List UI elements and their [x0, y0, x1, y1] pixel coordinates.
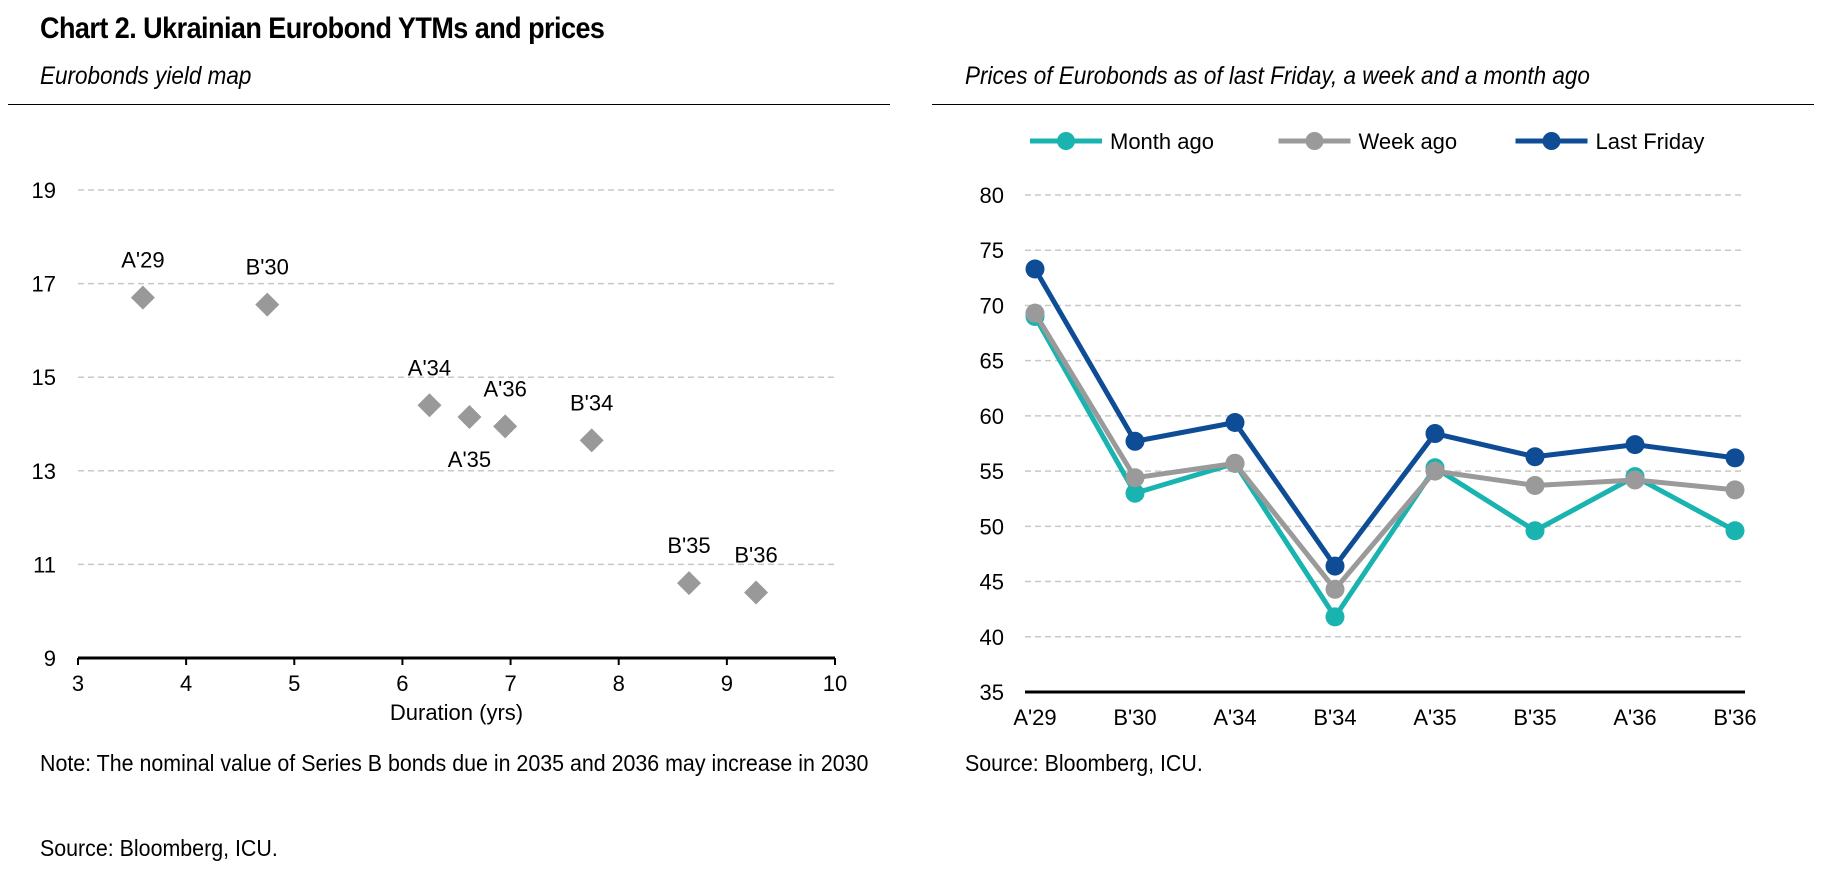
y-tick-label: 17	[32, 272, 56, 297]
x-tick-label: A'29	[1013, 705, 1056, 730]
data-point	[1025, 259, 1045, 279]
data-point	[1125, 431, 1145, 451]
x-tick-label: A'34	[1213, 705, 1256, 730]
y-tick-label: 40	[980, 625, 1004, 650]
y-tick-label: 65	[980, 349, 1004, 374]
scatter-point	[493, 414, 518, 439]
data-point	[1725, 448, 1745, 468]
data-point	[1125, 483, 1145, 503]
series-b-note: Note: The nominal value of Series B bond…	[40, 750, 869, 776]
x-tick-label: 5	[288, 671, 300, 696]
data-point	[1425, 424, 1445, 444]
x-tick-label: A'35	[1413, 705, 1456, 730]
legend-swatch-marker	[1057, 132, 1075, 150]
right-source-note: Source: Bloomberg, ICU.	[965, 750, 1203, 776]
data-point	[1625, 470, 1645, 490]
x-tick-label: 9	[721, 671, 733, 696]
point-label: A'36	[483, 376, 526, 401]
x-axis-title: Duration (yrs)	[390, 700, 523, 725]
legend-label: Last Friday	[1596, 129, 1705, 154]
point-label: B'30	[246, 255, 289, 280]
data-point	[1625, 435, 1645, 455]
legend-item: Week ago	[1278, 129, 1458, 154]
data-point	[1425, 461, 1445, 481]
scatter-point	[255, 292, 280, 317]
eurobond-prices-line-chart: 35 40 45 50 55 60 65 70 75 80 A'29 B'30 A'34 B'34 A'35…	[980, 129, 1757, 730]
legend-label: Month ago	[1110, 129, 1214, 154]
x-tick-label: 7	[504, 671, 516, 696]
series-line	[1025, 259, 1745, 576]
data-point	[1225, 413, 1245, 433]
point-label: B'35	[667, 533, 710, 558]
data-point	[1525, 447, 1545, 467]
yield-map-scatter-chart: 9 11 13 15 17 19 3 4 5 6 7 8 9 10 Duration (yrs) A'29 B'…	[32, 178, 848, 725]
data-point	[1325, 579, 1345, 599]
scatter-point	[579, 428, 604, 453]
x-tick-label: B'30	[1113, 705, 1156, 730]
point-label: B'34	[570, 390, 613, 415]
data-point	[1525, 475, 1545, 495]
x-tick-label: 10	[823, 671, 847, 696]
data-point	[1725, 480, 1745, 500]
series-line	[1025, 303, 1745, 599]
data-point	[1025, 303, 1045, 323]
point-label: B'36	[734, 542, 777, 567]
legend-label: Week ago	[1359, 129, 1458, 154]
point-label: A'35	[448, 447, 491, 472]
x-tick-label: 4	[180, 671, 192, 696]
series-path	[1032, 267, 1736, 569]
x-tick-label: B'35	[1513, 705, 1556, 730]
data-point	[1725, 521, 1745, 541]
prices-subtitle: Prices of Eurobonds as of last Friday, a…	[965, 62, 1590, 90]
legend-item: Month ago	[1030, 129, 1214, 154]
series-path	[1032, 311, 1736, 592]
y-tick-label: 50	[980, 514, 1004, 539]
x-tick-label: A'36	[1613, 705, 1656, 730]
y-tick-label: 13	[32, 459, 56, 484]
y-tick-label: 15	[32, 365, 56, 390]
y-tick-label: 75	[980, 238, 1004, 263]
x-tick-label: B'36	[1713, 705, 1756, 730]
data-point	[1325, 556, 1345, 576]
x-tick-label: 8	[613, 671, 625, 696]
y-tick-label: 80	[980, 183, 1004, 208]
left-source-note: Source: Bloomberg, ICU.	[40, 835, 278, 861]
yield-map-subtitle: Eurobonds yield map	[40, 62, 252, 90]
y-tick-label: 9	[44, 646, 56, 671]
legend-item: Last Friday	[1515, 129, 1705, 154]
scatter-point	[457, 404, 482, 429]
x-tick-label: B'34	[1313, 705, 1356, 730]
data-point	[1125, 468, 1145, 488]
y-tick-label: 45	[980, 570, 1004, 595]
point-label: A'34	[408, 355, 451, 380]
scatter-point	[744, 580, 769, 605]
series-path	[1032, 315, 1737, 620]
chart-main-title: Chart 2. Ukrainian Eurobond YTMs and pri…	[40, 12, 605, 45]
legend-swatch-marker	[1305, 132, 1324, 150]
data-point	[1525, 521, 1545, 541]
y-tick-label: 35	[980, 680, 1004, 705]
scatter-point	[130, 285, 155, 310]
y-tick-label: 19	[32, 178, 56, 203]
right-divider-rule	[932, 104, 1814, 105]
legend-swatch-marker	[1542, 132, 1561, 150]
data-point	[1225, 453, 1245, 473]
y-tick-label: 70	[980, 293, 1004, 318]
y-tick-label: 60	[980, 404, 1004, 429]
x-tick-label: 6	[396, 671, 408, 696]
y-tick-label: 11	[33, 552, 56, 577]
point-label: A'29	[121, 248, 164, 273]
series-line	[1025, 306, 1745, 627]
left-divider-rule	[8, 104, 890, 105]
x-tick-label: 3	[72, 671, 84, 696]
y-tick-label: 55	[980, 459, 1004, 484]
scatter-point	[677, 571, 702, 596]
data-point	[1325, 607, 1345, 627]
scatter-point	[417, 393, 442, 418]
